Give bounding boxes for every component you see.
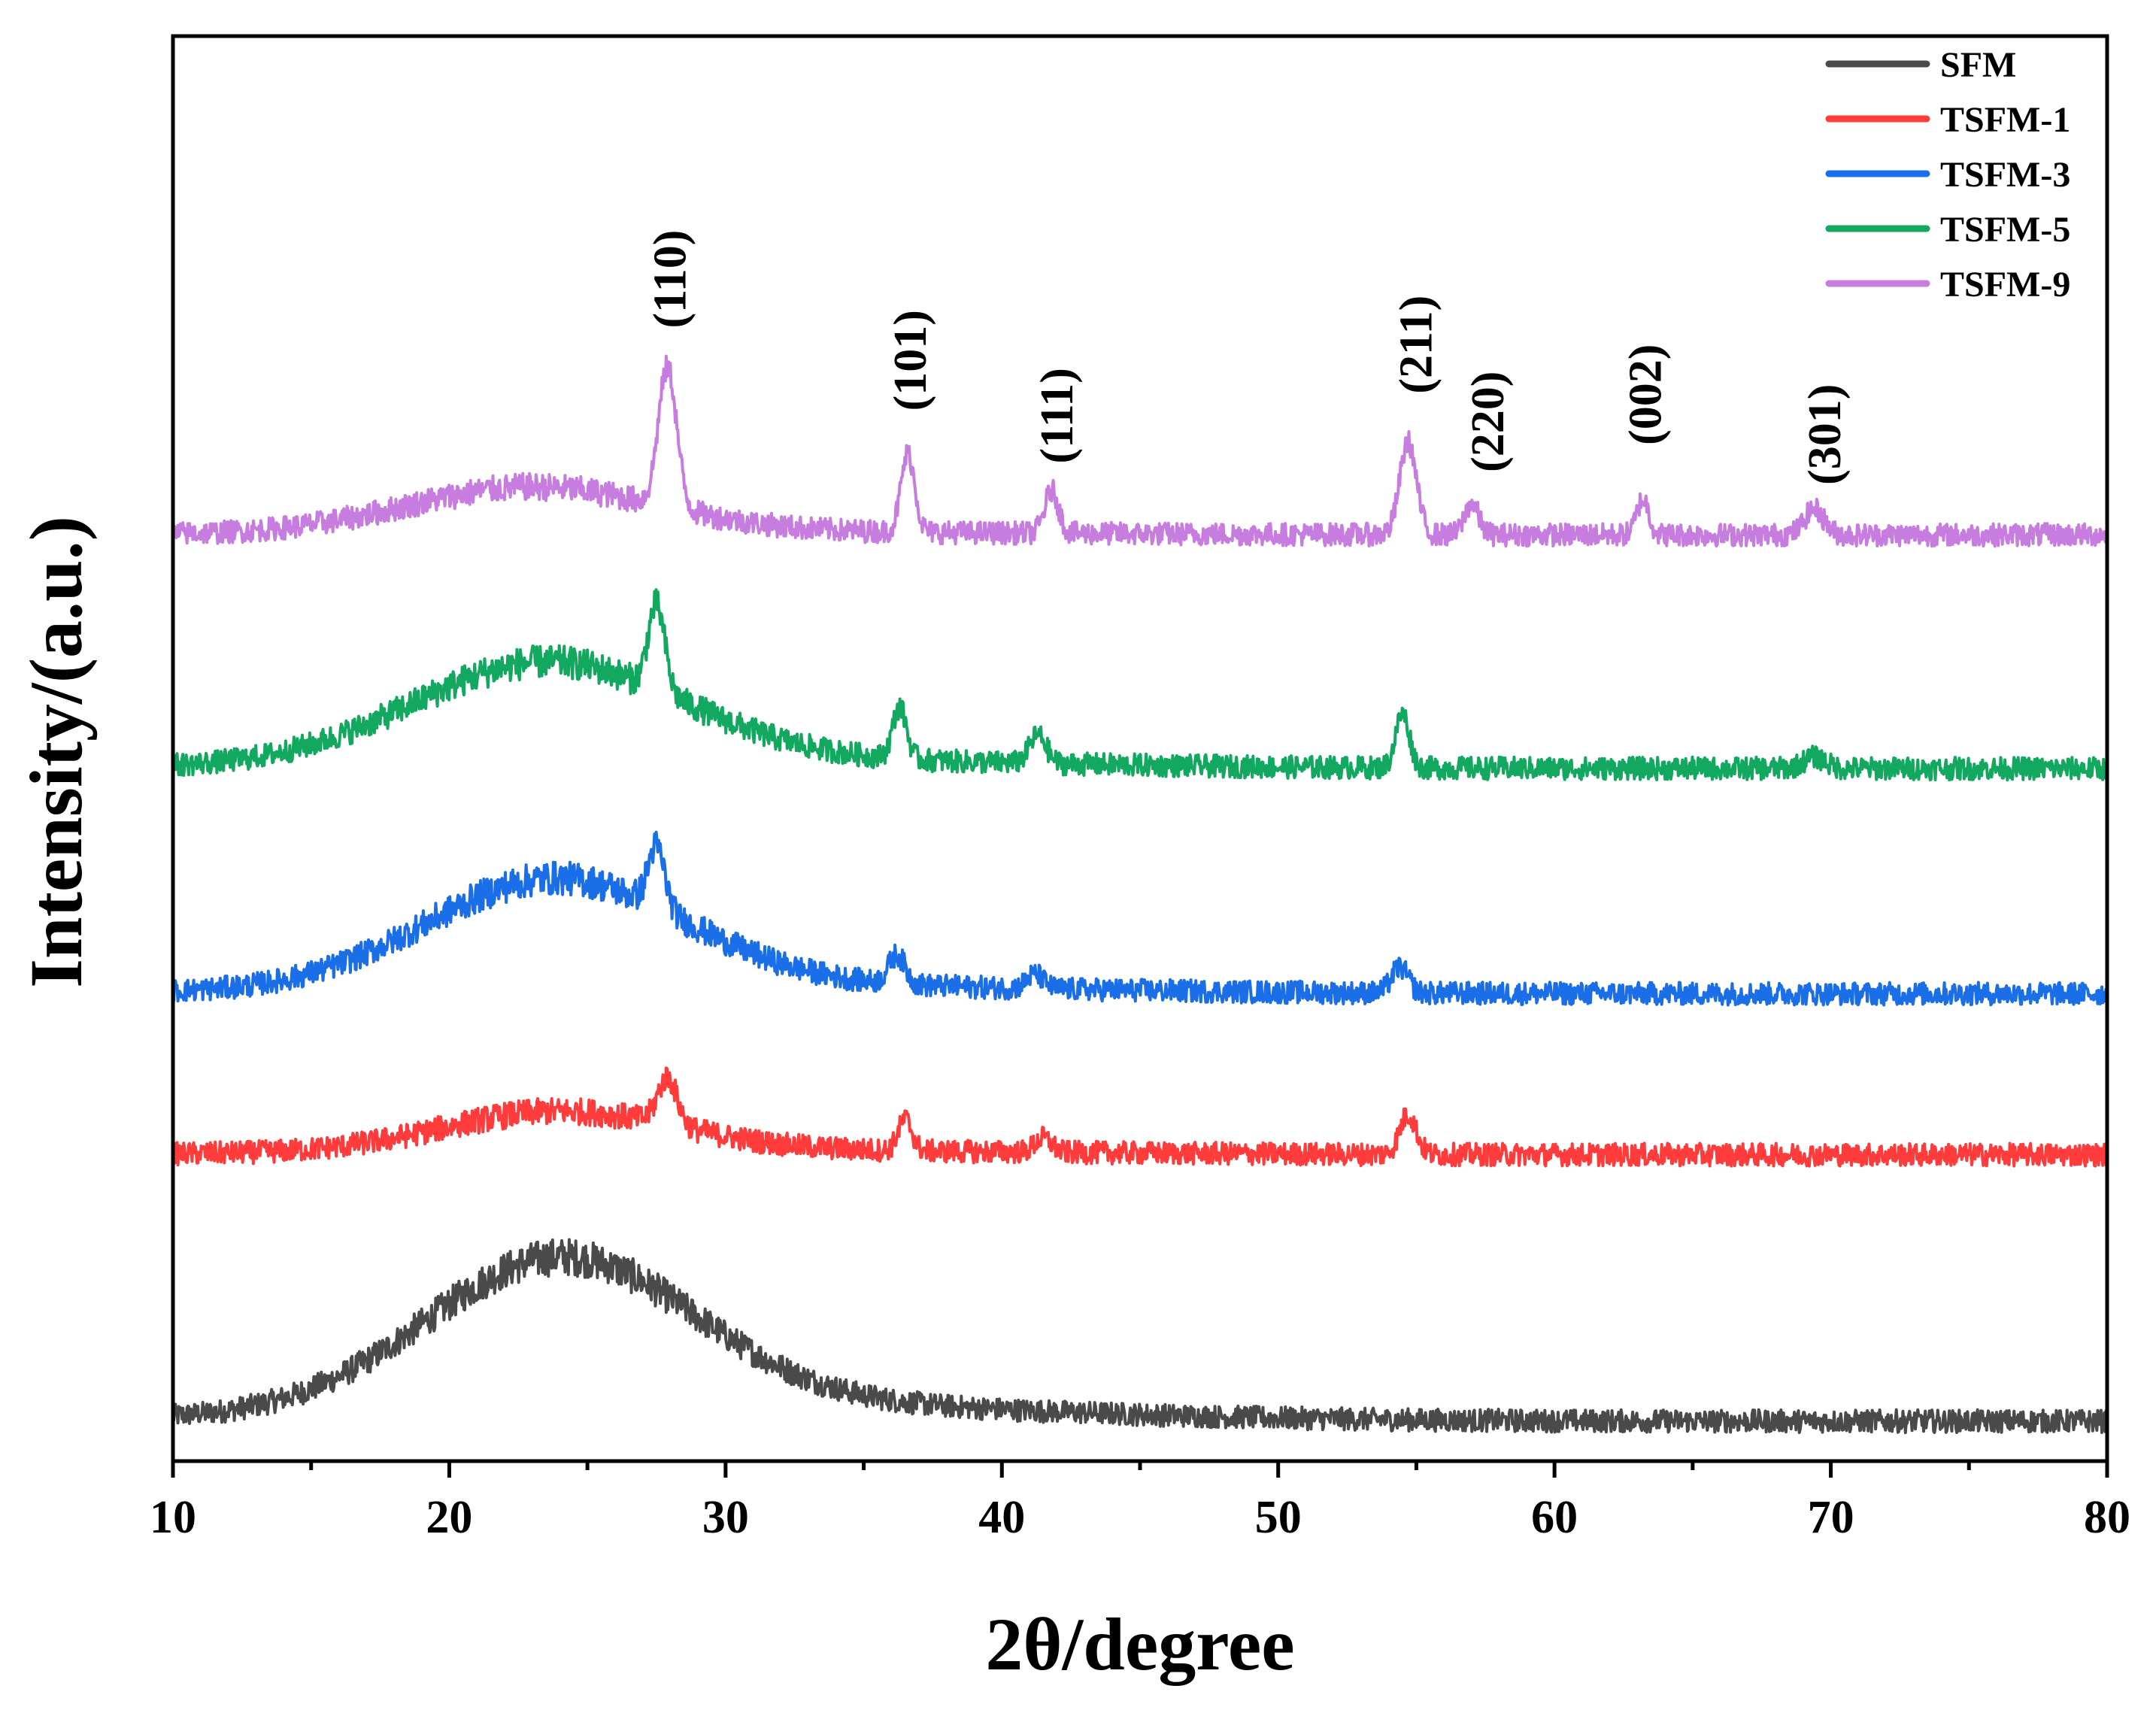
- series-line-tsfm-1: [171, 1066, 2109, 1168]
- x-tick-label: 70: [1808, 1492, 1854, 1543]
- y-axis-label: Intensity/(a.u.): [14, 516, 98, 988]
- x-tick-label: 30: [702, 1492, 749, 1543]
- x-tick-label: 10: [150, 1492, 196, 1543]
- series-line-tsfm-5: [171, 588, 2109, 782]
- peak-label: (002): [1620, 344, 1671, 445]
- series-line-tsfm-3: [171, 830, 2109, 1007]
- peak-label: (301): [1800, 384, 1851, 485]
- legend-label: TSFM-1: [1940, 100, 2070, 140]
- series-line-sfm: [171, 1238, 2109, 1435]
- peak-label: (101): [885, 310, 936, 411]
- peak-label: (110): [644, 230, 696, 329]
- series-layer: [171, 354, 2109, 1435]
- x-tick-label: 50: [1255, 1492, 1302, 1543]
- legend-label: SFM: [1940, 45, 2016, 85]
- x-axis-label: 2θ/degree: [985, 1602, 1294, 1686]
- x-axis: 10 20 30 40 50 60 70 80: [150, 1461, 2130, 1543]
- legend-label: TSFM-5: [1940, 210, 2070, 250]
- x-tick-label: 80: [2084, 1492, 2130, 1543]
- peak-annotations: (110) (101) (111) (211) (220) (002) (301): [644, 230, 1851, 485]
- x-tick-label: 20: [426, 1492, 472, 1543]
- peak-label: (211): [1390, 296, 1442, 394]
- peak-label: (220): [1463, 371, 1514, 472]
- legend-label: TSFM-3: [1940, 155, 2070, 195]
- legend-label: TSFM-9: [1940, 265, 2070, 305]
- x-tick-label: 40: [978, 1492, 1025, 1543]
- series-line-tsfm-9: [171, 354, 2109, 548]
- x-tick-label: 60: [1531, 1492, 1578, 1543]
- peak-label: (111): [1032, 368, 1083, 463]
- legend: SFM TSFM-1 TSFM-3 TSFM-5 TSFM-9: [1825, 45, 2070, 305]
